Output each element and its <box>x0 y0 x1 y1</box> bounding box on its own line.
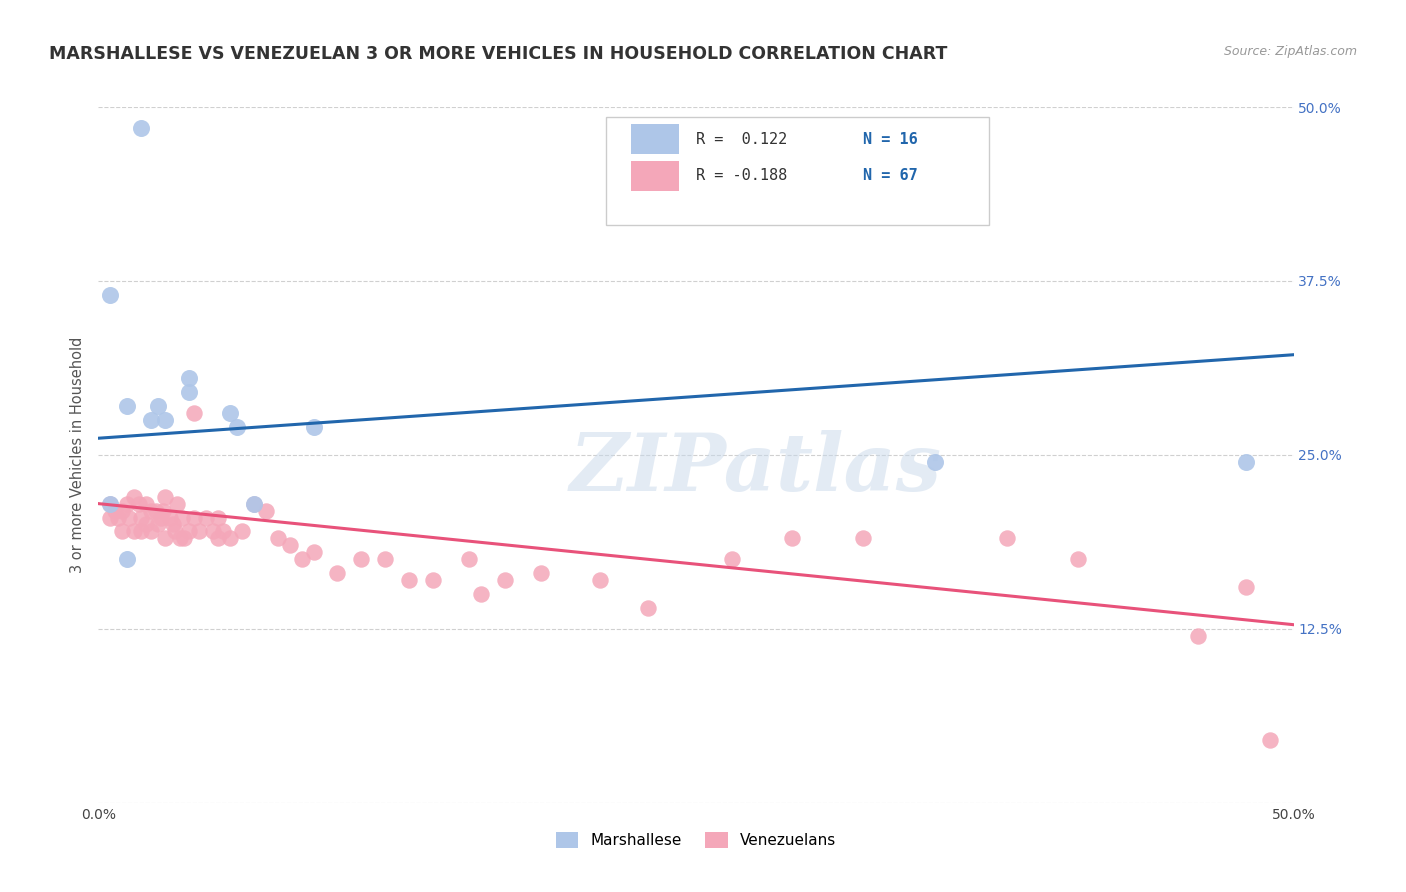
Point <box>179 524 201 539</box>
Point <box>207 510 229 524</box>
Point <box>163 524 186 539</box>
Point <box>139 524 162 539</box>
Point <box>98 510 122 524</box>
Point <box>202 524 225 539</box>
Point <box>852 532 875 546</box>
Point <box>780 532 803 546</box>
Point <box>1258 733 1281 747</box>
Point <box>422 573 444 587</box>
Point <box>149 510 172 524</box>
FancyBboxPatch shape <box>631 161 679 191</box>
Point <box>231 524 253 539</box>
Point <box>131 524 153 539</box>
Point <box>243 497 266 511</box>
Point <box>995 532 1018 546</box>
Point <box>139 413 162 427</box>
Point <box>118 510 141 524</box>
Point <box>226 420 249 434</box>
Point <box>148 399 170 413</box>
Point <box>115 552 138 566</box>
Text: Source: ZipAtlas.com: Source: ZipAtlas.com <box>1223 45 1357 58</box>
Point <box>145 503 167 517</box>
Point <box>135 497 157 511</box>
Point <box>104 503 127 517</box>
Point <box>183 406 205 420</box>
Point <box>637 601 659 615</box>
Point <box>302 420 325 434</box>
FancyBboxPatch shape <box>606 118 988 226</box>
FancyBboxPatch shape <box>631 124 679 154</box>
Y-axis label: 3 or more Vehicles in Household: 3 or more Vehicles in Household <box>70 337 86 573</box>
Point <box>111 503 134 517</box>
Point <box>98 497 122 511</box>
Point <box>179 371 201 385</box>
Point <box>166 497 188 511</box>
Point <box>98 288 122 302</box>
Point <box>291 552 314 566</box>
Text: N = 16: N = 16 <box>863 131 918 146</box>
Point <box>155 413 177 427</box>
Point <box>243 497 266 511</box>
Point <box>1067 552 1090 566</box>
Point <box>589 573 612 587</box>
Point <box>374 552 396 566</box>
Point <box>398 573 420 587</box>
Point <box>350 552 373 566</box>
Point <box>155 490 177 504</box>
Point <box>1234 580 1257 594</box>
Point <box>115 399 138 413</box>
Point <box>219 532 242 546</box>
Point <box>530 566 553 581</box>
Point <box>115 497 138 511</box>
Point <box>267 532 290 546</box>
Point <box>139 503 162 517</box>
Point <box>162 517 184 532</box>
Text: R = -0.188: R = -0.188 <box>696 169 787 184</box>
Text: MARSHALLESE VS VENEZUELAN 3 OR MORE VEHICLES IN HOUSEHOLD CORRELATION CHART: MARSHALLESE VS VENEZUELAN 3 OR MORE VEHI… <box>49 45 948 62</box>
Point <box>187 524 209 539</box>
Text: ZIPatlas: ZIPatlas <box>569 430 942 508</box>
Point <box>107 510 129 524</box>
Point <box>98 497 122 511</box>
Point <box>219 406 242 420</box>
Point <box>183 510 205 524</box>
Point <box>128 497 150 511</box>
Point <box>278 538 301 552</box>
Point <box>768 120 790 135</box>
Text: R =  0.122: R = 0.122 <box>696 131 787 146</box>
Point <box>254 503 277 517</box>
Point <box>721 552 744 566</box>
Point <box>124 524 146 539</box>
Point <box>458 552 481 566</box>
Point <box>1187 629 1209 643</box>
Text: N = 67: N = 67 <box>863 169 918 184</box>
Point <box>131 120 153 135</box>
Point <box>302 545 325 559</box>
Point <box>924 455 946 469</box>
Point <box>111 524 134 539</box>
Point <box>1234 455 1257 469</box>
Point <box>172 510 194 524</box>
Point <box>148 517 170 532</box>
Point <box>179 385 201 400</box>
Point <box>470 587 492 601</box>
Point <box>326 566 349 581</box>
Point <box>207 532 229 546</box>
Point <box>135 517 157 532</box>
Point <box>131 510 153 524</box>
Point <box>195 510 218 524</box>
Legend: Marshallese, Venezuelans: Marshallese, Venezuelans <box>550 826 842 855</box>
Point <box>124 490 146 504</box>
Point <box>211 524 233 539</box>
Point <box>159 510 181 524</box>
Point <box>169 532 191 546</box>
Point <box>173 532 195 546</box>
Point <box>494 573 516 587</box>
Point <box>155 532 177 546</box>
Point <box>152 503 174 517</box>
